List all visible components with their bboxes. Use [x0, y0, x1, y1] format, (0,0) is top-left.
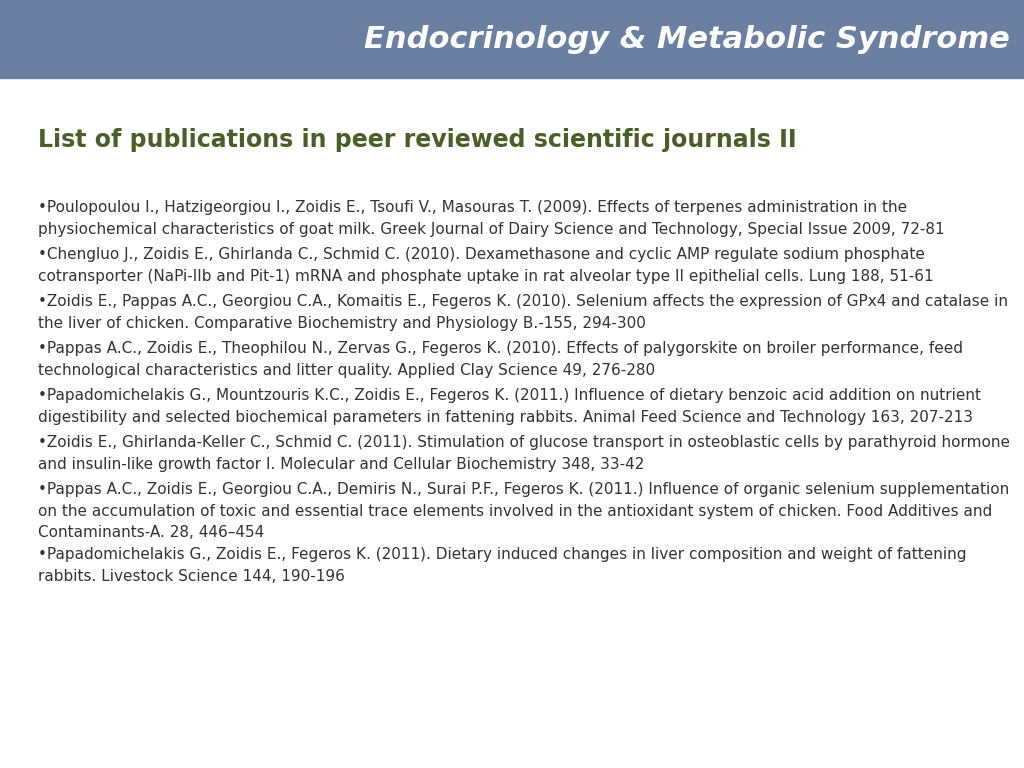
Text: •Pappas A.C., Zoidis E., Theophilou N., Zervas G., Fegeros K. (2010). Effects of: •Pappas A.C., Zoidis E., Theophilou N., … — [38, 341, 963, 378]
Text: Endocrinology & Metabolic Syndrome: Endocrinology & Metabolic Syndrome — [365, 25, 1010, 54]
Text: •Papadomichelakis G., Mountzouris K.C., Zoidis E., Fegeros K. (2011.) Influence : •Papadomichelakis G., Mountzouris K.C., … — [38, 388, 981, 425]
Bar — [0, 0, 1024, 78]
Text: •Zoidis E., Ghirlanda-Keller C., Schmid C. (2011). Stimulation of glucose transp: •Zoidis E., Ghirlanda-Keller C., Schmid … — [38, 435, 1010, 472]
Text: •Zoidis E., Pappas A.C., Georgiou C.A., Komaitis E., Fegeros K. (2010). Selenium: •Zoidis E., Pappas A.C., Georgiou C.A., … — [38, 294, 1008, 330]
Text: •Pappas A.C., Zoidis E., Georgiou C.A., Demiris N., Surai P.F., Fegeros K. (2011: •Pappas A.C., Zoidis E., Georgiou C.A., … — [38, 482, 1010, 540]
Text: •Chengluo J., Zoidis E., Ghirlanda C., Schmid C. (2010). Dexamethasone and cycli: •Chengluo J., Zoidis E., Ghirlanda C., S… — [38, 247, 934, 283]
Text: •Papadomichelakis G., Zoidis E., Fegeros K. (2011). Dietary induced changes in l: •Papadomichelakis G., Zoidis E., Fegeros… — [38, 548, 967, 584]
Text: •Poulopoulou I., Hatzigeorgiou I., Zoidis E., Tsoufi V., Masouras T. (2009). Eff: •Poulopoulou I., Hatzigeorgiou I., Zoidi… — [38, 200, 944, 237]
Text: List of publications in peer reviewed scientific journals II: List of publications in peer reviewed sc… — [38, 128, 797, 152]
